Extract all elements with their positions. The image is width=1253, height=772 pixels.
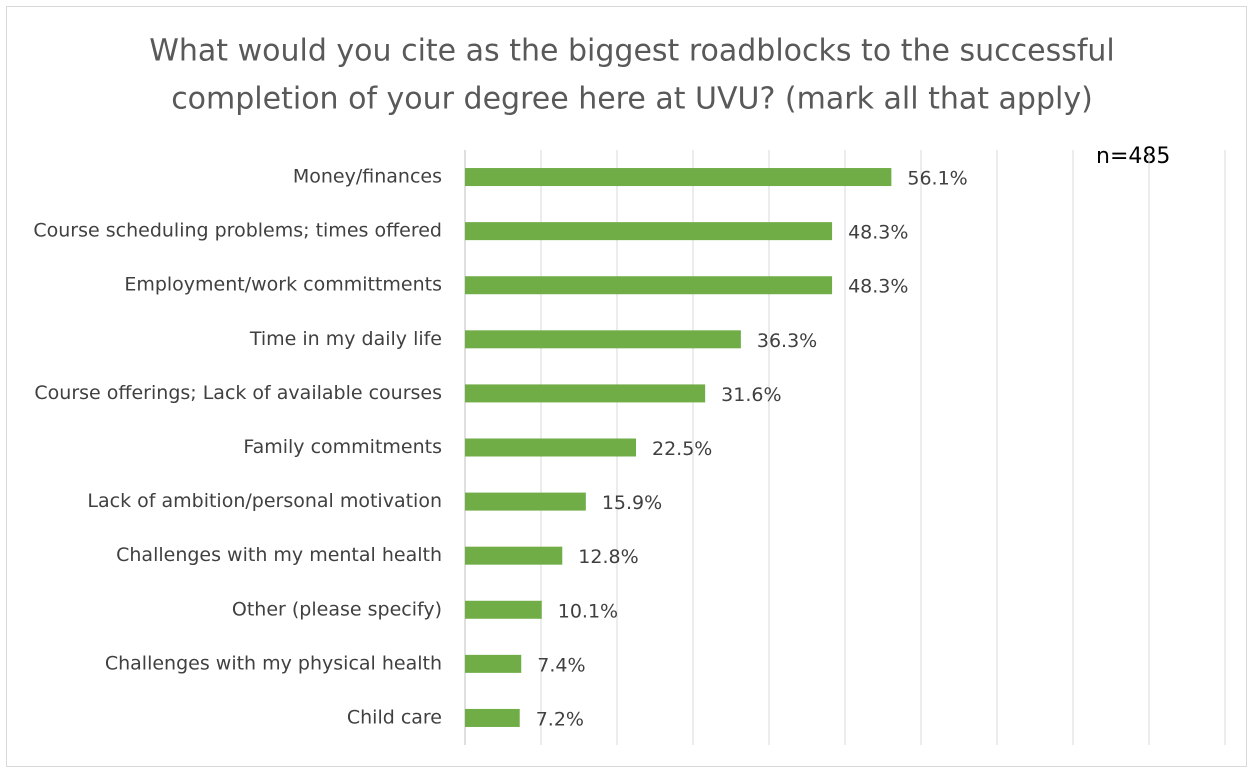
data-label: 15.9%	[602, 492, 662, 514]
y-tick-label: Challenges with my physical health	[105, 652, 442, 674]
y-tick-label: Course scheduling problems; times offere…	[33, 220, 442, 242]
data-label: 7.2%	[536, 708, 584, 730]
y-tick-label: Family commitments	[243, 436, 442, 458]
data-label: 56.1%	[907, 168, 967, 190]
data-label: 48.3%	[848, 222, 908, 244]
data-label: 10.1%	[558, 600, 618, 622]
data-label: 31.6%	[721, 384, 781, 406]
bar	[465, 708, 520, 727]
data-label: 36.3%	[757, 330, 817, 352]
data-label: 22.5%	[652, 438, 712, 460]
y-tick-label: Employment/work committments	[124, 274, 442, 296]
y-tick-label: Challenges with my mental health	[116, 544, 442, 566]
y-tick-label: Lack of ambition/personal motivation	[87, 490, 442, 512]
y-tick-label: Other (please specify)	[232, 598, 442, 620]
data-label: 48.3%	[848, 276, 908, 298]
bar	[465, 438, 636, 457]
bar	[465, 276, 833, 295]
y-tick-label: Child care	[347, 706, 442, 728]
bar	[465, 222, 833, 241]
bar	[465, 330, 741, 349]
bar	[465, 384, 706, 403]
bar	[465, 168, 892, 187]
bar	[465, 600, 542, 619]
y-tick-label: Course offerings; Lack of available cour…	[34, 382, 442, 404]
bar	[465, 492, 586, 511]
annotation: n=485	[1096, 144, 1170, 169]
bar	[465, 546, 563, 565]
data-label: 12.8%	[578, 546, 638, 568]
chart-title: What would you cite as the biggest roadb…	[149, 34, 1115, 69]
data-label: 7.4%	[537, 654, 585, 676]
bar	[465, 654, 522, 673]
y-tick-label: Money/finances	[293, 166, 442, 188]
chart-title: completion of your degree here at UVU? (…	[171, 82, 1093, 117]
y-tick-label: Time in my daily life	[249, 328, 442, 350]
